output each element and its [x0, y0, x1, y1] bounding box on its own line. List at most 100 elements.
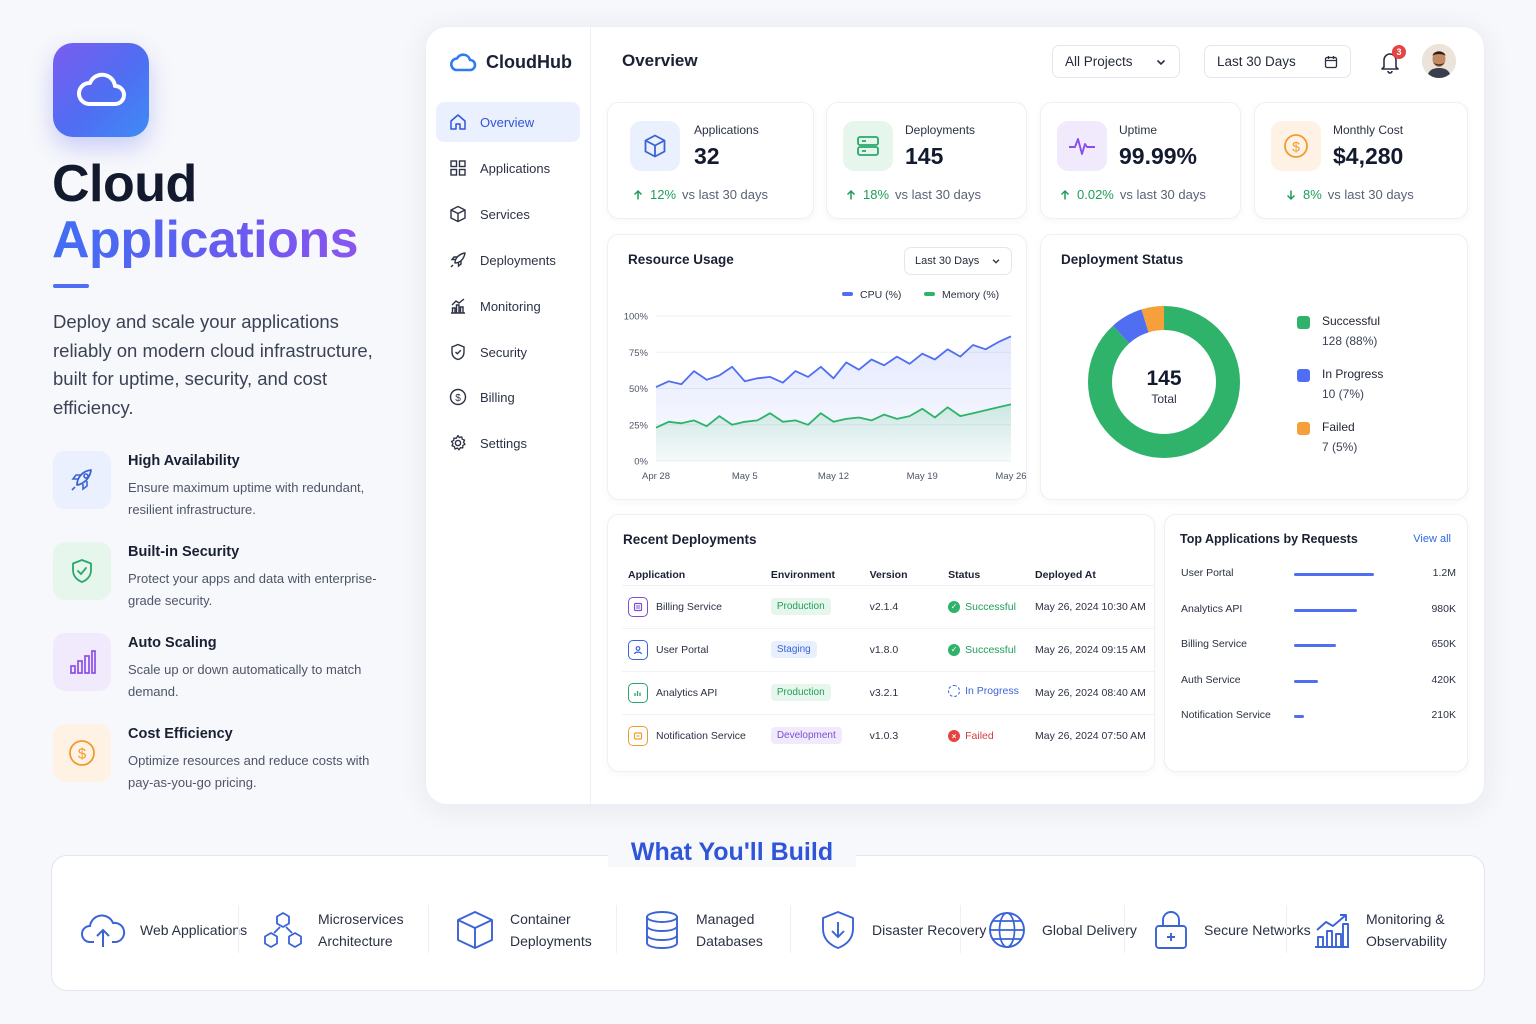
pulse-icon [1057, 121, 1107, 171]
project-select[interactable]: All Projects [1052, 45, 1180, 78]
feature-title: High Availability [128, 453, 240, 469]
sidebar-item-security[interactable]: Security [436, 332, 580, 372]
donut-total-label: Total [1151, 392, 1176, 406]
build-section [51, 855, 1485, 991]
top-app-name: User Portal [1181, 567, 1234, 579]
hero-title: Cloud [52, 155, 197, 213]
stat-trend-text: vs last 30 days [895, 187, 982, 202]
hero-description: Deploy and scale your applications relia… [53, 311, 373, 418]
version: v1.8.0 [863, 627, 943, 671]
arrow-up-icon [1060, 189, 1070, 199]
sidebar-item-label: Overview [480, 114, 535, 130]
top-app-row[interactable]: Notification Service 210K [1181, 707, 1456, 727]
resource-range-select[interactable]: Last 30 Days [904, 247, 1012, 275]
status-text: Failed [965, 730, 994, 742]
top-app-bar [1294, 679, 1318, 683]
sidebar-item-monitoring[interactable]: Monitoring [436, 286, 580, 326]
deployment-status-card: Deployment Status 145 Total Successful 1… [1040, 234, 1468, 500]
environment-badge: Production [770, 598, 831, 615]
legend-label: Failed [1322, 420, 1355, 434]
stat-trend-percent: 0.02% [1077, 187, 1114, 202]
environment-badge: Staging [770, 641, 817, 658]
chevron-down-icon [1156, 59, 1166, 65]
sidebar-item-services[interactable]: Services [436, 194, 580, 234]
view-all-link[interactable]: View all [1413, 533, 1451, 545]
app-name: Notification Service [656, 729, 746, 742]
bar-chart-icon [53, 633, 111, 691]
top-app-row[interactable]: User Portal 1.2M [1181, 565, 1456, 585]
build-item-label: Managed Databases [696, 911, 763, 949]
table-row[interactable]: Notification Service Development v1.0.3 … [622, 713, 1154, 757]
top-app-row[interactable]: Billing Service 650K [1181, 636, 1456, 656]
deployed-at: May 26, 2024 07:50 AM [1029, 713, 1154, 757]
feature-description: Optimize resources and reduce costs with… [128, 753, 370, 790]
sidebar-item-label: Deployments [480, 252, 556, 268]
app-icon [628, 725, 648, 746]
build-item-label: Global Delivery [1042, 922, 1137, 938]
legend-label: Successful [1322, 314, 1381, 328]
stat-card-applications[interactable]: Applications 32 12% vs last 30 days [607, 102, 814, 219]
stat-card-uptime[interactable]: Uptime 99.99% 0.02% vs last 30 days [1040, 102, 1241, 219]
divider [238, 905, 239, 953]
top-app-row[interactable]: Auth Service 420K [1181, 672, 1456, 692]
x-tick-label: May 12 [818, 471, 849, 482]
status-badge: In Progress [948, 685, 1019, 697]
svg-text:$: $ [455, 393, 461, 404]
sidebar-item-deployments[interactable]: Deployments [436, 240, 580, 280]
table-row[interactable]: Billing Service Production v2.1.4 ✓ Succe… [622, 584, 1154, 628]
recent-deployments-card: Recent Deployments Application Environme… [607, 514, 1155, 772]
stat-trend: 18% vs last 30 days [845, 187, 981, 202]
cube-icon [450, 205, 466, 223]
x-tick-label: May 26 [995, 471, 1026, 482]
svg-text:$: $ [78, 746, 87, 763]
stat-card-deployments[interactable]: Deployments 145 18% vs last 30 days [826, 102, 1027, 219]
calendar-icon [1324, 55, 1338, 68]
gear-icon [450, 434, 466, 451]
legend-value: 10 (7%) [1322, 387, 1365, 401]
app-logo [53, 43, 149, 137]
series-line [655, 403, 1012, 429]
chart-icon [451, 298, 465, 314]
date-range-select[interactable]: Last 30 Days [1204, 45, 1351, 78]
status-text: In Progress [965, 685, 1019, 697]
svg-text:$: $ [1292, 139, 1300, 155]
app-icon [628, 596, 648, 617]
deployed-at: May 26, 2024 08:40 AM [1029, 670, 1154, 714]
divider [960, 905, 961, 953]
notification-badge: 3 [1392, 45, 1406, 59]
status-badge: ✓ Successful [948, 643, 1016, 656]
x-tick-label: May 19 [907, 471, 938, 482]
title-underline [53, 284, 89, 288]
stat-trend: 8% vs last 30 days [1285, 187, 1414, 202]
card-title: Resource Usage [628, 252, 734, 267]
build-item-web-applications: Web Applications [80, 905, 260, 955]
sidebar-item-label: Services [480, 206, 530, 222]
brand[interactable]: CloudHub [448, 51, 572, 73]
stat-trend: 12% vs last 30 days [632, 187, 768, 202]
stat-label: Applications [694, 123, 759, 137]
top-app-bar [1294, 644, 1336, 647]
sidebar-item-applications[interactable]: Applications [436, 148, 580, 188]
shield-check-icon [822, 911, 854, 949]
top-app-bar-track [1294, 715, 1394, 718]
feature-high-availability: High Availability Ensure maximum uptime … [53, 451, 373, 521]
column-header: Environment [770, 568, 836, 581]
container-icon [457, 911, 493, 949]
divider [428, 905, 429, 953]
sidebar-item-settings[interactable]: Settings [436, 423, 580, 463]
divider [1124, 905, 1125, 953]
top-app-row[interactable]: Analytics API 980K [1181, 601, 1456, 621]
sidebar-item-overview[interactable]: Overview [436, 102, 580, 142]
resource-range-value: Last 30 Days [915, 255, 980, 267]
top-app-name: Notification Service [1181, 709, 1271, 721]
legend-value: 7 (5%) [1322, 440, 1358, 454]
stat-card-monthly-cost[interactable]: $ Monthly Cost $4,280 8% vs last 30 days [1254, 102, 1468, 219]
avatar[interactable] [1422, 44, 1456, 78]
table-row[interactable]: User Portal Staging v1.8.0 ✓ Successful M… [622, 627, 1154, 671]
sidebar-item-billing[interactable]: $ Billing [436, 377, 580, 417]
table-row[interactable]: Analytics API Production v3.2.1 In Progr… [622, 670, 1154, 714]
top-app-value: 1.2M [1432, 567, 1456, 579]
sidebar-item-label: Security [480, 344, 527, 360]
build-item-label: Container Deployments [510, 911, 592, 949]
x-tick-label: Apr 28 [642, 471, 670, 482]
